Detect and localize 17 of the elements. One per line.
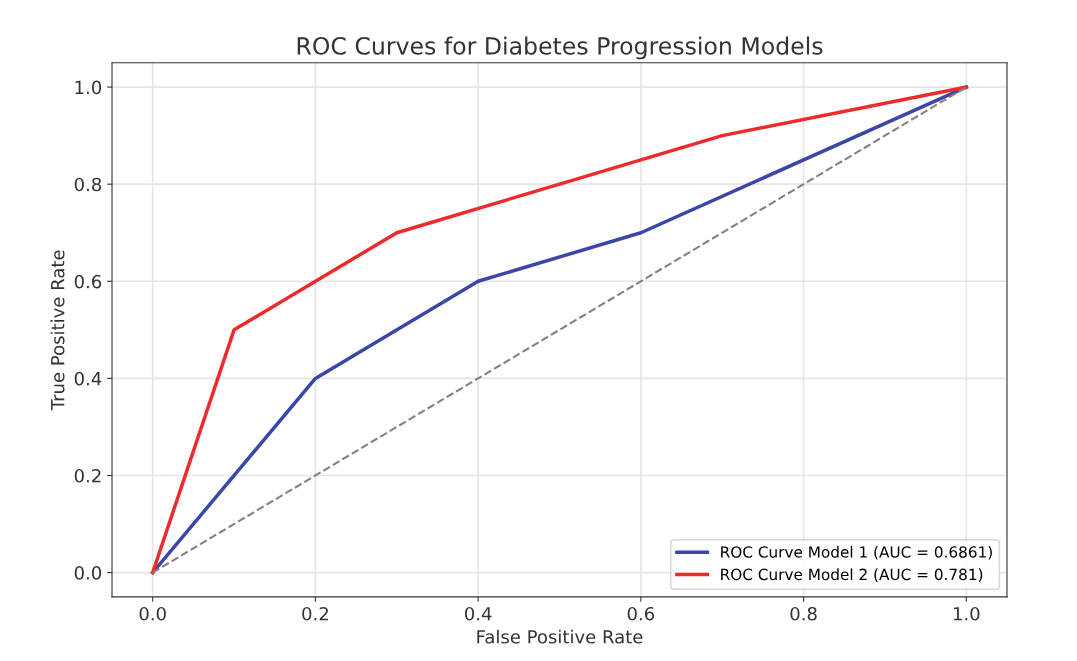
x-tick-label: 0.0 — [139, 606, 166, 621]
y-tick-label: 0.0 — [74, 566, 102, 580]
y-tick-label: 0.8 — [74, 177, 102, 192]
y-tick-label: 0.2 — [74, 468, 101, 483]
y-tick-label: 0.6 — [74, 274, 102, 289]
x-tick-label: 1.0 — [953, 606, 980, 621]
y-tick-label: 1.0 — [75, 80, 102, 95]
x-tick-label: 0.6 — [627, 606, 655, 621]
legend-label: ROC Curve Model 1 (AUC = 0.6861) — [721, 545, 992, 560]
legend-label: ROC Curve Model 2 (AUC = 0.781) — [721, 568, 983, 582]
x-tick-label: 0.2 — [302, 606, 328, 621]
y-axis-title: True Positive Rate — [50, 250, 65, 411]
chart-title: ROC Curves for Diabetes Progression Models — [297, 36, 823, 60]
x-tick-label: 0.4 — [464, 606, 492, 621]
x-axis-title: False Positive Rate — [477, 629, 643, 644]
x-tick-label: 0.8 — [790, 606, 817, 621]
y-tick-label: 0.4 — [74, 371, 102, 386]
